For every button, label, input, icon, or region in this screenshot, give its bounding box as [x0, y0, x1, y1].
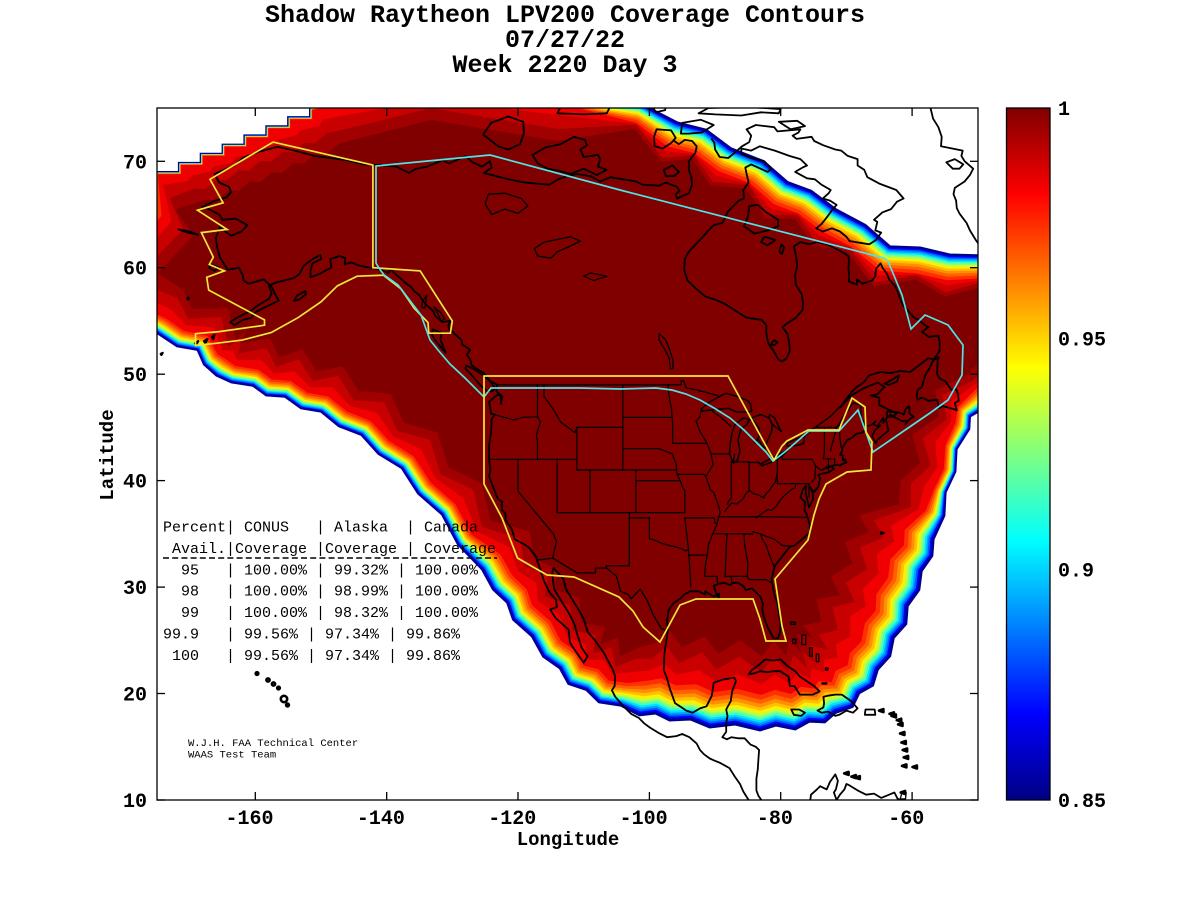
svg-text:30: 30 — [123, 578, 147, 601]
svg-text:Longitude: Longitude — [517, 829, 620, 851]
svg-text:10: 10 — [123, 791, 147, 814]
svg-text:Shadow Raytheon LPV200 Coverag: Shadow Raytheon LPV200 Coverage Contours — [265, 1, 865, 30]
svg-text:Week 2220 Day 3: Week 2220 Day 3 — [452, 51, 677, 80]
svg-text:98 | 100.00% | 98.99% | 100.: 98 | 100.00% | 98.99% | 100.00% — [163, 584, 479, 601]
svg-text:1: 1 — [1058, 99, 1070, 122]
svg-text:-160: -160 — [225, 808, 273, 831]
svg-text:-80: -80 — [757, 808, 793, 831]
svg-text:-100: -100 — [620, 808, 668, 831]
svg-text:70: 70 — [123, 152, 147, 175]
svg-text:99.9 | 99.56% | 97.34% | 99.: 99.9 | 99.56% | 97.34% | 99.86% — [163, 627, 461, 644]
svg-text:Latitude: Latitude — [97, 409, 119, 500]
svg-text:0.95: 0.95 — [1058, 330, 1106, 353]
svg-text:99 | 100.00% | 98.32% | 100.: 99 | 100.00% | 98.32% | 100.00% — [163, 605, 479, 622]
svg-text:Percent| CONUS | Alaska | C: Percent| CONUS | Alaska | Canada — [163, 520, 478, 537]
svg-text:50: 50 — [123, 365, 147, 388]
svg-text:0.9: 0.9 — [1058, 560, 1094, 583]
svg-text:20: 20 — [123, 685, 147, 708]
svg-text:WAAS Test Team: WAAS Test Team — [188, 750, 276, 762]
svg-text:07/27/22: 07/27/22 — [505, 26, 625, 55]
svg-text:-120: -120 — [488, 808, 536, 831]
svg-text:-60: -60 — [888, 808, 924, 831]
svg-text:-140: -140 — [357, 808, 405, 831]
svg-text:W.J.H. FAA Technical Center: W.J.H. FAA Technical Center — [188, 738, 358, 750]
svg-text:0.85: 0.85 — [1058, 791, 1106, 814]
svg-text:40: 40 — [123, 472, 147, 495]
svg-text:60: 60 — [123, 259, 147, 282]
svg-text:Avail.|Coverage |Coverage | Co: Avail.|Coverage |Coverage | Coverage — [163, 541, 496, 558]
svg-text:95 | 100.00% | 99.32% | 100.: 95 | 100.00% | 99.32% | 100.00% — [163, 562, 479, 579]
svg-text:100 | 99.56% | 97.34% | 99.8: 100 | 99.56% | 97.34% | 99.86% — [163, 648, 461, 665]
